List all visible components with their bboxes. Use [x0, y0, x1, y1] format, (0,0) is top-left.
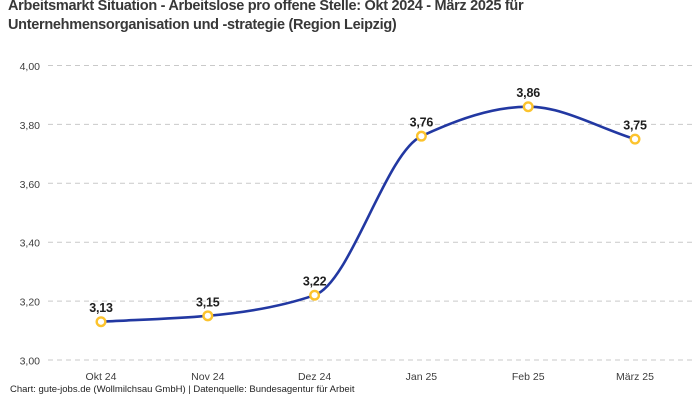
data-point-marker[interactable]: [309, 289, 321, 301]
data-point-marker[interactable]: [202, 310, 214, 322]
y-tick-label: 4,00: [20, 61, 41, 73]
series-line: [99, 105, 637, 324]
data-point-label: 3,86: [516, 86, 540, 100]
x-tick-label: Feb 25: [512, 371, 545, 383]
x-tick-label: Jan 25: [406, 371, 438, 383]
data-point-label: 3,13: [89, 301, 113, 315]
data-point-marker[interactable]: [95, 316, 107, 328]
data-point-markers: [95, 101, 641, 328]
x-axis-tick-labels: Okt 24 Nov 24 Dez 24 Jan 25 Feb 25 März 25: [86, 371, 655, 383]
x-tick-label: Dez 24: [298, 371, 331, 383]
y-tick-label: 3,20: [20, 297, 41, 309]
x-tick-label: Nov 24: [191, 371, 224, 383]
data-point-label: 3,75: [623, 119, 647, 133]
y-tick-label: 3,00: [20, 356, 41, 368]
x-tick-label: März 25: [616, 371, 654, 383]
line-path: [99, 105, 637, 324]
data-point-label: 3,22: [303, 275, 327, 289]
data-point-label: 3,76: [410, 116, 434, 130]
x-tick-label: Okt 24: [86, 371, 117, 383]
chart-title-line1: Arbeitsmarkt Situation - Arbeitslose pro…: [8, 0, 524, 14]
y-tick-label: 3,40: [20, 238, 41, 250]
attribution: Chart: gute-jobs.de (Wollmilchsau GmbH) …: [10, 384, 355, 395]
y-tick-label: 3,60: [20, 179, 41, 191]
data-point-label: 3,15: [196, 295, 220, 309]
y-tick-label: 3,80: [20, 120, 41, 132]
data-point-marker[interactable]: [415, 130, 427, 142]
data-point-labels: 3,13 3,15 3,22 3,76 3,86 3,75: [89, 86, 647, 315]
data-point-marker[interactable]: [629, 133, 641, 145]
y-axis-tick-labels: 4,00 3,80 3,60 3,40 3,20 3,00: [20, 61, 41, 368]
chart-title: Arbeitsmarkt Situation - Arbeitslose pro…: [8, 0, 524, 35]
data-point-marker[interactable]: [522, 101, 534, 113]
chart-title-line2: Unternehmensorganisation und -strategie …: [8, 17, 397, 33]
